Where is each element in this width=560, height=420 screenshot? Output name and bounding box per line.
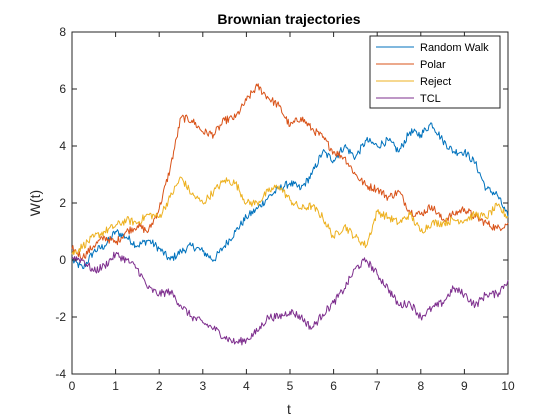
x-tick-label: 5 <box>287 379 294 393</box>
legend-entry: Random Walk <box>420 42 489 54</box>
x-tick-label: 0 <box>69 379 76 393</box>
chart-title: Brownian trajectories <box>217 11 360 27</box>
x-tick-label: 6 <box>330 379 337 393</box>
series-line-1 <box>71 122 509 270</box>
legend: Random Walk Polar Reject TCL <box>369 35 501 109</box>
x-tick-label: 1 <box>112 379 119 393</box>
x-tick-label: 8 <box>417 379 424 393</box>
x-tick-label: 7 <box>374 379 381 393</box>
y-tick-label: 6 <box>59 82 66 96</box>
y-tick-label: 4 <box>59 139 66 153</box>
y-tick-label: -4 <box>55 367 66 381</box>
y-tick-label: -2 <box>55 310 66 324</box>
y-axis-label: W(t) <box>27 190 43 216</box>
y-tick-label: 2 <box>59 196 66 210</box>
x-tick-label: 9 <box>461 379 468 393</box>
series-line-4 <box>71 251 509 346</box>
series-line-3 <box>71 176 509 256</box>
legend-entry: TCL <box>420 93 441 105</box>
y-tick-label: 8 <box>59 25 66 39</box>
legend-entry: Polar <box>420 59 446 71</box>
x-tick-label: 3 <box>199 379 206 393</box>
series-layer <box>71 83 509 346</box>
x-axis-label: t <box>287 401 291 417</box>
x-tick-label: 2 <box>156 379 163 393</box>
x-tick-label: 4 <box>243 379 250 393</box>
x-tick-label: 10 <box>501 379 515 393</box>
legend-entry: Reject <box>420 76 451 88</box>
ticks-layer: 0 1 2 3 4 5 6 7 8 9 10 -4 -2 0 2 4 6 8 <box>55 25 515 393</box>
y-tick-label: 0 <box>59 253 66 267</box>
series-line-2 <box>71 83 509 260</box>
legend-box <box>369 35 501 109</box>
